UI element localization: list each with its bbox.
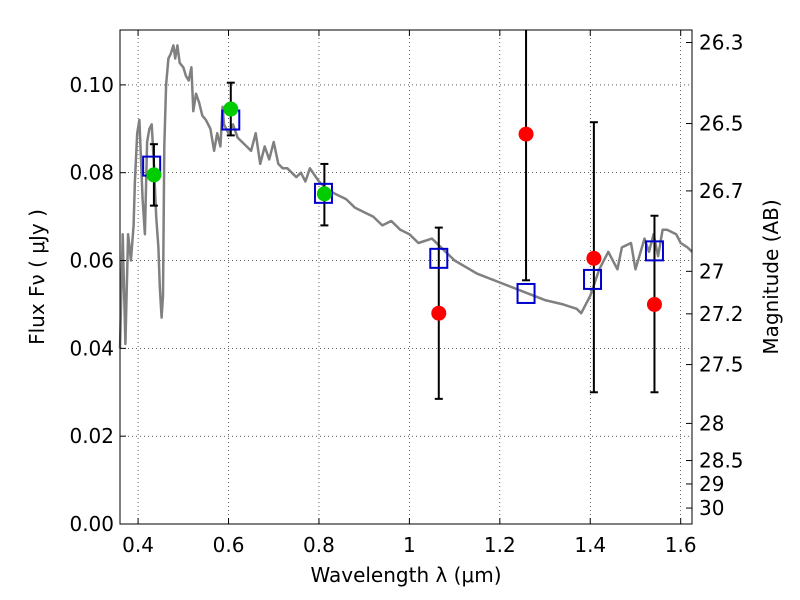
model-photometry-square	[583, 268, 603, 290]
green-detection-point	[316, 186, 332, 202]
x-tick-label: 0.8	[303, 533, 335, 557]
red-detection-point	[586, 250, 602, 266]
model-photometry-square	[644, 240, 664, 262]
model-photometry-square	[516, 282, 536, 304]
model-photometry-square	[313, 182, 333, 204]
x-axis-ticks: 0.4 0.6 0.8 1 1.2 1.4 1.6	[122, 30, 697, 557]
mag-tick-label: 27.2	[699, 302, 744, 326]
y-tick-label: 0.00	[69, 512, 114, 536]
x-tick-label: 0.4	[122, 533, 154, 557]
y-tick-label: 0.10	[69, 73, 114, 97]
y-tick-label: 0.08	[69, 161, 114, 185]
x-tick-label: 1	[403, 533, 416, 557]
model-spectrum-line	[118, 44, 693, 349]
mag-tick-label: 27.5	[699, 353, 744, 377]
y-tick-label: 0.04	[69, 336, 114, 360]
red-detection-point	[518, 126, 534, 142]
detection-points	[146, 101, 662, 321]
x-tick-label: 0.6	[213, 533, 245, 557]
red-detection-point	[646, 296, 662, 312]
green-detection-point	[223, 101, 239, 117]
x-tick-label: 1.4	[574, 533, 606, 557]
mag-tick-label: 26.5	[699, 112, 744, 136]
mag-tick-label: 26.7	[699, 179, 744, 203]
mag-tick-label: 28	[699, 411, 724, 435]
mag-tick-label: 28.5	[699, 449, 744, 473]
mag-tick-label: 29	[699, 472, 724, 496]
mag-tick-label: 27	[699, 259, 724, 283]
model-spectrum	[118, 44, 693, 349]
x-tick-label: 1.2	[484, 533, 516, 557]
green-detection-point	[146, 167, 162, 183]
mag-tick-label: 30	[699, 496, 724, 520]
y-axis-label: Flux Fν ( μJy )	[25, 209, 49, 345]
y-tick-label: 0.02	[69, 424, 114, 448]
model-photometry-squares	[142, 109, 664, 304]
y-tick-label: 0.06	[69, 249, 114, 273]
red-detection-point	[431, 305, 447, 321]
x-tick-label: 1.6	[665, 533, 697, 557]
plot-frame	[119, 29, 693, 525]
mag-tick-label: 26.3	[699, 31, 744, 55]
model-photometry-square	[429, 247, 449, 269]
y-axis-ticks: 0.00 0.02 0.04 0.06 0.08 0.10	[69, 73, 126, 536]
magnitude-axis-label: Magnitude (AB)	[759, 199, 783, 354]
x-axis-label: Wavelength λ (μm)	[310, 563, 501, 587]
